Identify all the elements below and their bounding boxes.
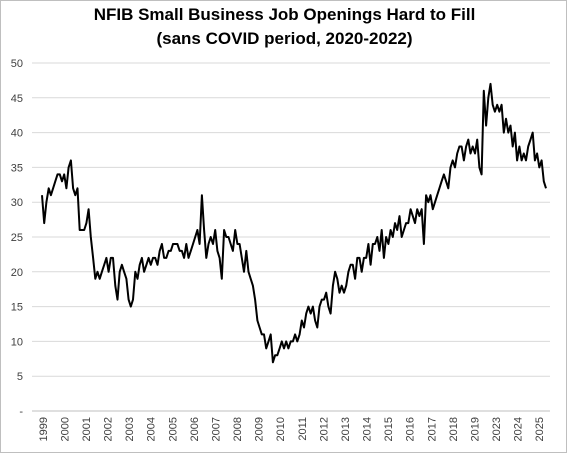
y-tick-label: 15 (11, 302, 23, 314)
x-tick-label: 2012 (318, 417, 330, 441)
x-tick-label: 2016 (405, 417, 417, 441)
x-tick-label: 2015 (383, 417, 395, 441)
y-tick-label: - (19, 406, 23, 418)
y-tick-label: 25 (11, 232, 23, 244)
x-tick-label: 1999 (38, 417, 50, 441)
x-tick-label: 2000 (59, 417, 71, 441)
x-tick-label: 2025 (534, 417, 546, 441)
x-tick-label: 2023 (491, 417, 503, 441)
x-tick-label: 2006 (189, 417, 201, 441)
y-tick-label: 20 (11, 267, 23, 279)
x-tick-label: 2024 (513, 417, 525, 441)
x-tick-label: 2014 (362, 417, 374, 441)
x-tick-label: 2001 (81, 417, 93, 441)
x-tick-label: 2013 (340, 417, 352, 441)
y-tick-label: 40 (11, 128, 23, 140)
chart-title: NFIB Small Business Job Openings Hard to… (1, 3, 567, 51)
y-tick-label: 5 (17, 371, 23, 383)
x-tick-label: 2002 (103, 417, 115, 441)
x-tick-label: 2005 (167, 417, 179, 441)
y-tick-label: 10 (11, 336, 23, 348)
y-tick-label: 30 (11, 197, 23, 209)
x-tick-label: 2018 (448, 417, 460, 441)
x-tick-label: 2008 (232, 417, 244, 441)
y-tick-label: 35 (11, 162, 23, 174)
x-tick-label: 2019 (469, 417, 481, 441)
x-tick-label: 2009 (254, 417, 266, 441)
x-tick-label: 2007 (210, 417, 222, 441)
chart-title-line-2: (sans COVID period, 2020-2022) (156, 29, 413, 48)
series-line (41, 82, 547, 364)
x-tick-label: 2017 (426, 417, 438, 441)
x-tick-label: 2010 (275, 417, 287, 441)
x-tick-label: 2011 (297, 417, 309, 441)
y-tick-label: 45 (11, 93, 23, 105)
x-tick-label: 2004 (146, 417, 158, 441)
y-tick-label: 50 (11, 58, 23, 70)
chart-title-line-1: NFIB Small Business Job Openings Hard to… (93, 5, 476, 24)
x-tick-label: 2003 (124, 417, 136, 441)
